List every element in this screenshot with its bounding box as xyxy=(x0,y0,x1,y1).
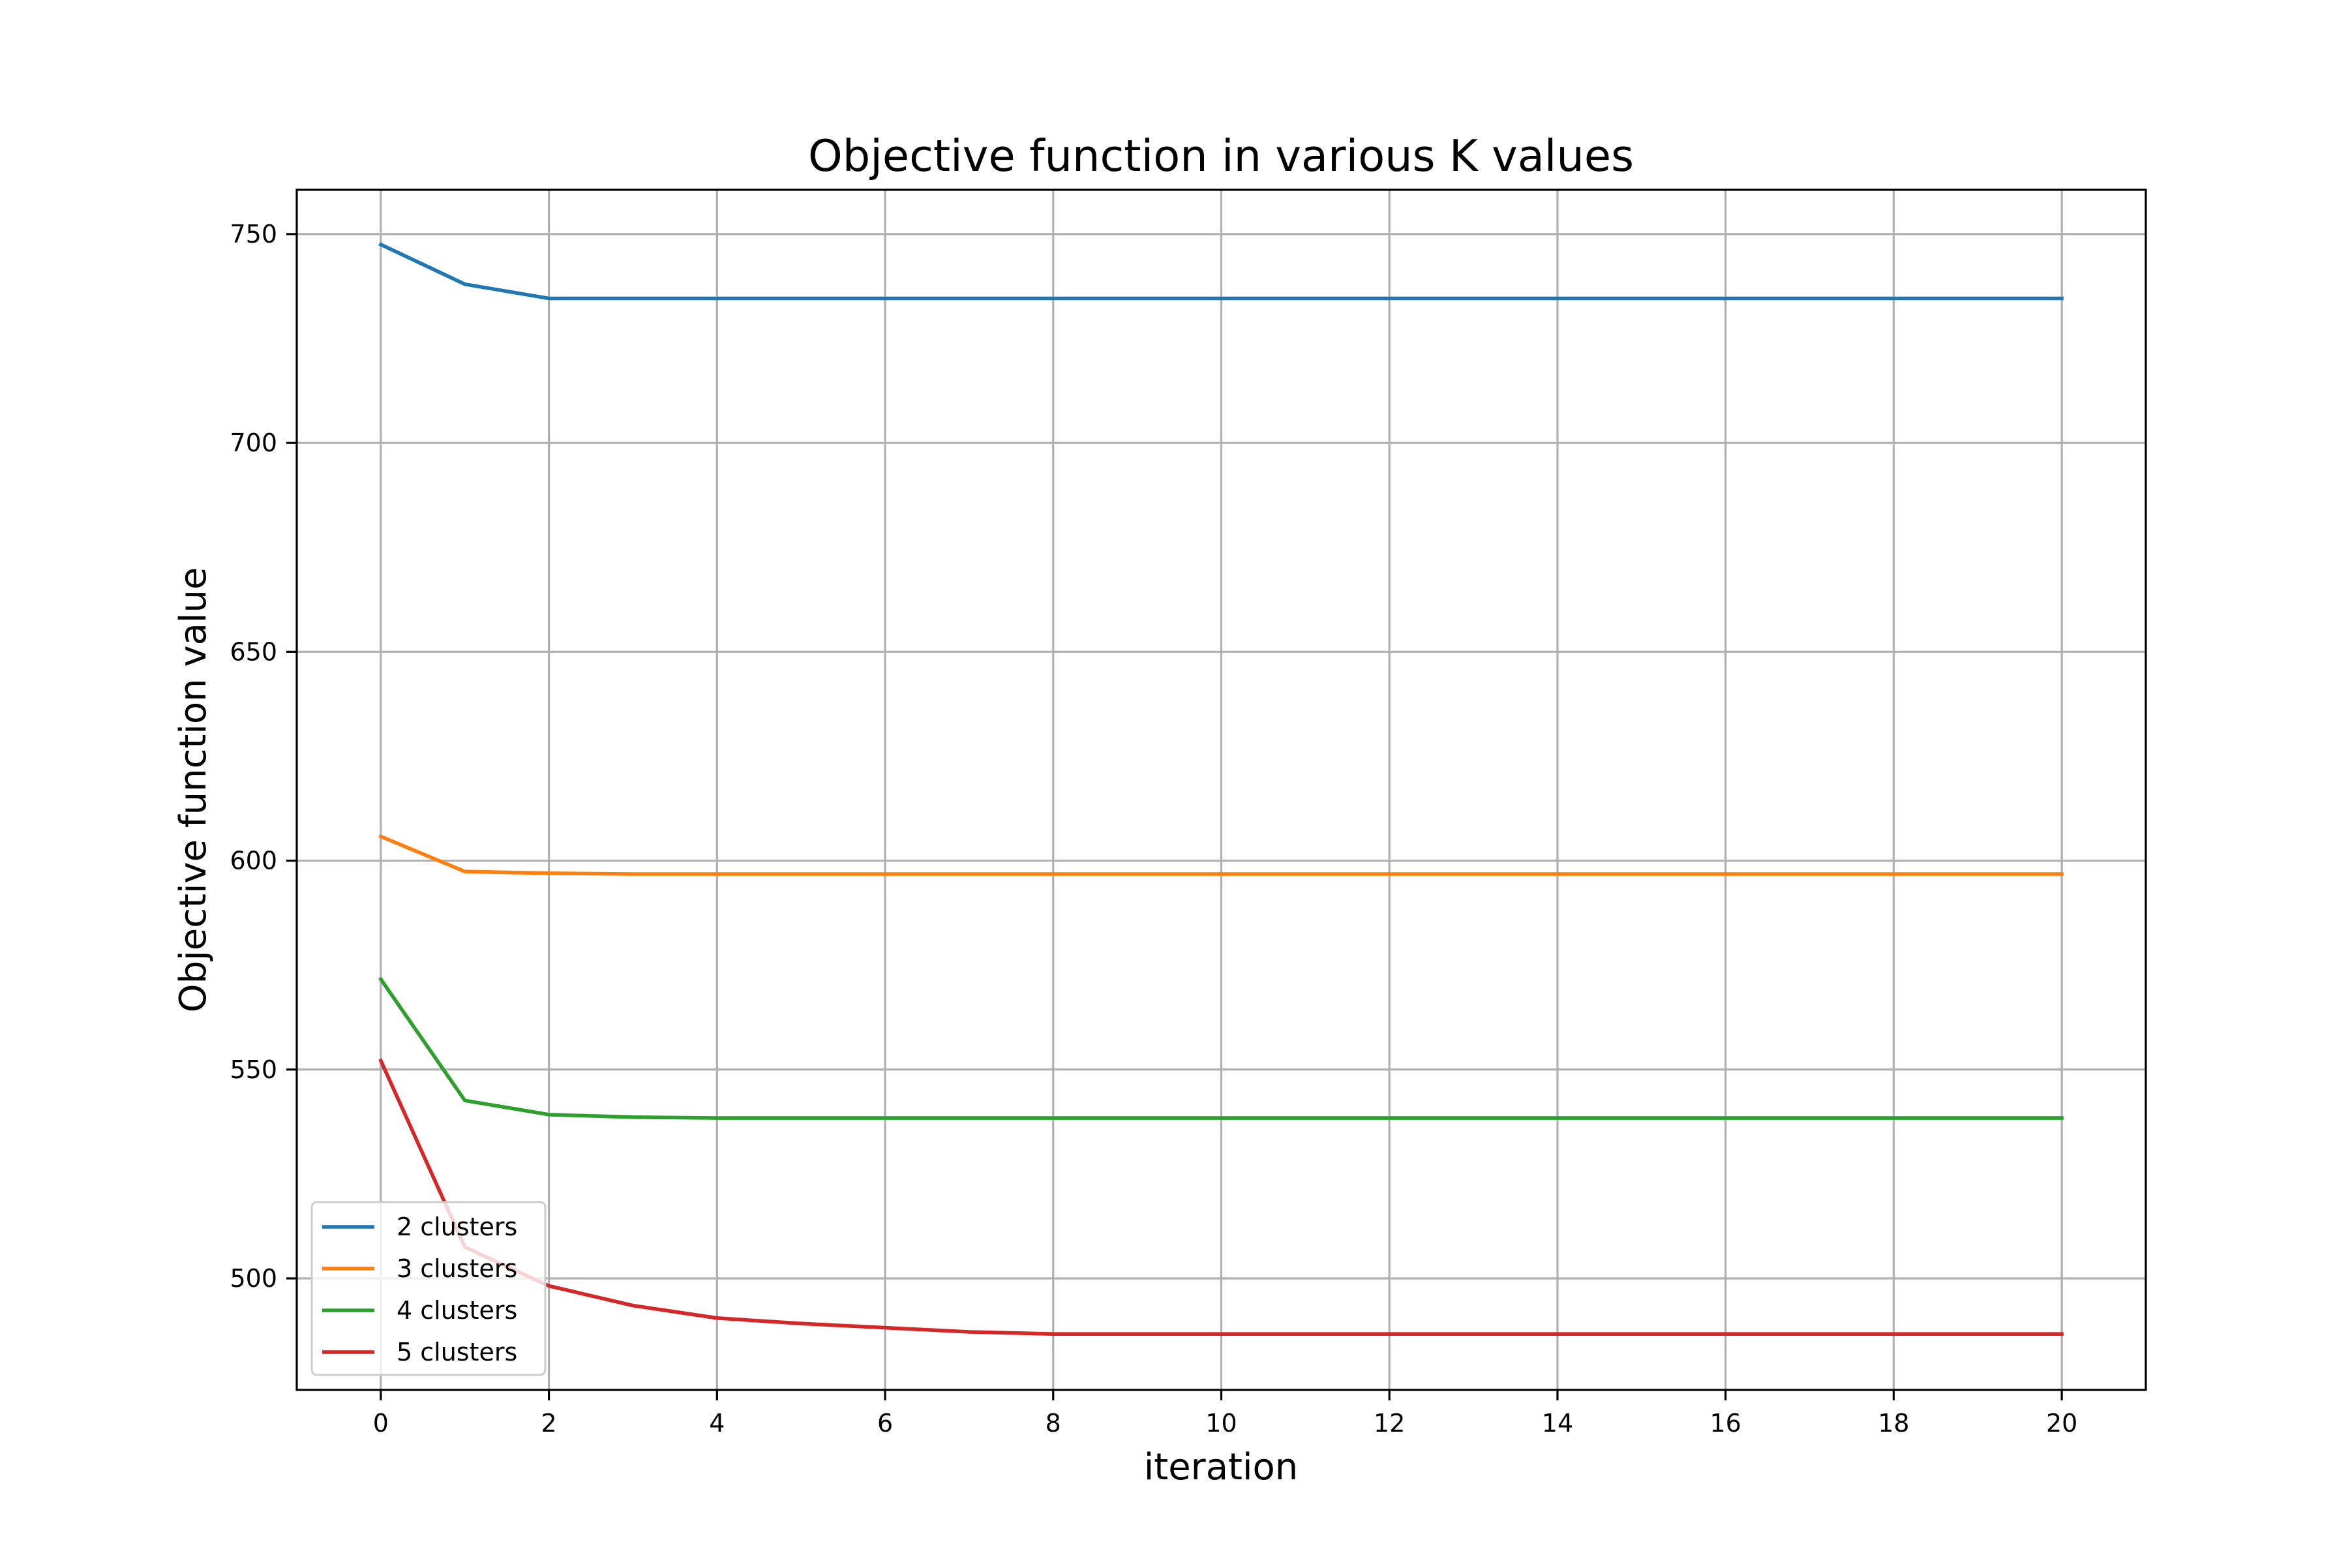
legend: 2 clusters 3 clusters 4 clusters 5 clusters xyxy=(310,1201,547,1376)
x-tick-label: 12 xyxy=(1374,1409,1405,1438)
legend-label: 4 clusters xyxy=(397,1296,517,1325)
series-line-4-clusters xyxy=(378,976,2064,1120)
legend-label: 5 clusters xyxy=(397,1338,517,1366)
x-axis-label: iteration xyxy=(1144,1446,1299,1488)
x-tick-label: 10 xyxy=(1205,1409,1237,1438)
x-tick-label: 20 xyxy=(2046,1409,2077,1438)
y-tick-label: 750 xyxy=(230,220,277,249)
y-tick-label: 600 xyxy=(230,847,277,875)
x-tick-label: 2 xyxy=(541,1409,556,1438)
legend-box xyxy=(310,1201,547,1376)
y-axis-label: Objective function value xyxy=(172,567,215,1013)
x-tick-label: 14 xyxy=(1542,1409,1573,1438)
series-line-5-clusters xyxy=(378,1058,2064,1336)
legend-label: 2 clusters xyxy=(397,1213,517,1241)
x-tick-label: 8 xyxy=(1046,1409,1061,1438)
chart-title: Objective function in various K values xyxy=(808,130,1634,181)
y-tick-label: 500 xyxy=(230,1264,277,1293)
series-lines xyxy=(378,242,2064,1336)
x-tick-label: 18 xyxy=(1878,1409,1909,1438)
x-tick-label: 16 xyxy=(1710,1409,1741,1438)
y-tick-label: 550 xyxy=(230,1055,277,1084)
y-tick-label: 650 xyxy=(230,637,277,666)
legend-label: 3 clusters xyxy=(397,1254,517,1283)
grid xyxy=(297,190,2146,1390)
series-line-2-clusters xyxy=(378,242,2064,301)
x-tick-label: 0 xyxy=(373,1409,389,1438)
x-tick-label: 6 xyxy=(877,1409,893,1438)
x-tick-label: 4 xyxy=(709,1409,725,1438)
y-tick-label: 700 xyxy=(230,429,277,457)
axis-ticks: 0 2 4 6 8 10 12 14 16 18 20 500 550 600 650 700 750 xyxy=(230,220,2077,1438)
series-line-3-clusters xyxy=(378,834,2064,876)
